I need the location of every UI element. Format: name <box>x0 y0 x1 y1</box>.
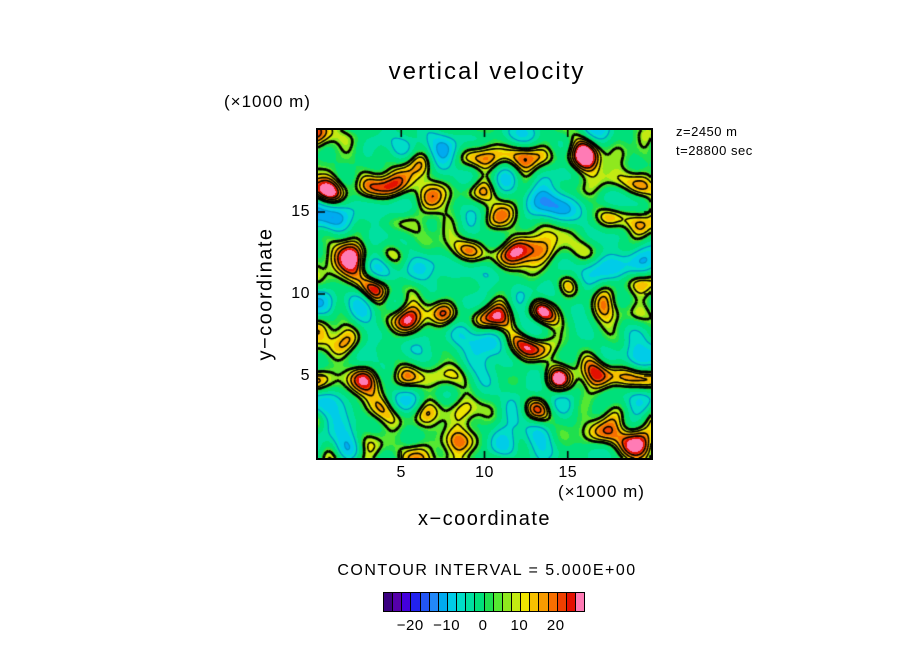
y-tick-label: 5 <box>300 367 310 384</box>
colorbar-cell <box>566 593 576 611</box>
colorbar-cell <box>493 593 503 611</box>
x-axis-units: (×1000 m) <box>558 482 645 501</box>
colorbar-tick-number: −20 <box>396 617 424 634</box>
annotation-time: t=28800 sec <box>676 143 753 158</box>
x-tick-label: 10 <box>475 464 494 481</box>
colorbar-cell <box>466 593 476 611</box>
contour-field-canvas <box>318 130 651 458</box>
colorbar-cell <box>384 593 394 611</box>
colorbar-cell <box>484 593 494 611</box>
y-tick-label: 10 <box>291 285 310 302</box>
colorbar-cell <box>429 593 439 611</box>
x-axis-label: x−coordinate <box>417 508 552 530</box>
colorbar-cell <box>475 593 485 611</box>
colorbar-cell <box>539 593 549 611</box>
colorbar-cell <box>502 593 512 611</box>
colorbar-cell <box>521 593 531 611</box>
colorbar-cell <box>575 593 585 611</box>
colorbar-cell <box>393 593 403 611</box>
y-tick-label: 15 <box>291 203 310 220</box>
colorbar-cell <box>447 593 458 611</box>
colorbar-tick-labels: −20 −10 0 10 20 <box>383 617 583 635</box>
colorbar-tick-number: 10 <box>510 617 529 634</box>
colorbar-cell <box>557 593 567 611</box>
y-axis-units: (×1000 m) <box>224 92 311 111</box>
colorbar-cell <box>530 593 540 611</box>
colorbar-cell <box>457 593 467 611</box>
x-tick-label: 15 <box>558 464 578 481</box>
colorbar-cell <box>402 593 412 611</box>
chart-title: vertical velocity <box>388 58 586 85</box>
y-axis-label: y−coordinate <box>254 227 277 361</box>
contour-interval-caption: CONTOUR INTERVAL = 5.000E+00 <box>337 562 637 579</box>
plot-area <box>316 128 653 460</box>
colorbar-tick-number: 20 <box>546 617 565 634</box>
colorbar-tick-number: 0 <box>478 617 488 634</box>
x-tick-label: 5 <box>396 464 406 481</box>
colorbar-cell <box>438 593 448 611</box>
colorbar-cell <box>411 593 421 611</box>
colorbar-cell <box>548 593 558 611</box>
colorbar-cell <box>420 593 430 611</box>
colorbar-tick-number: −10 <box>433 617 461 634</box>
colorbar <box>383 592 585 612</box>
annotation-height: z=2450 m <box>676 124 738 139</box>
colorbar-cell <box>511 593 522 611</box>
